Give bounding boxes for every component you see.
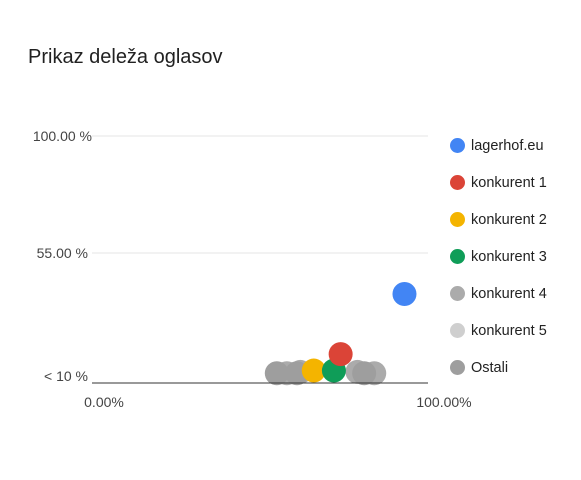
data-point <box>328 342 353 367</box>
data-point <box>352 361 377 386</box>
legend-swatch <box>450 286 465 301</box>
x-tick-label: 100.00% <box>416 394 471 410</box>
data-points <box>264 282 417 386</box>
chart-title: Prikaz deleža oglasov <box>28 46 223 68</box>
legend-swatch <box>450 138 465 153</box>
y-tick-label: 100.00 % <box>33 128 92 144</box>
legend-item[interactable]: konkurent 5 <box>450 312 547 349</box>
legend-swatch <box>450 175 465 190</box>
legend-label: lagerhof.eu <box>471 137 544 154</box>
data-point <box>301 358 326 383</box>
legend-item[interactable]: konkurent 2 <box>450 201 547 238</box>
y-tick-label: 55.00 % <box>37 245 88 261</box>
legend-item[interactable]: lagerhof.eu <box>450 127 547 164</box>
x-tick-label: 0.00% <box>84 394 124 410</box>
legend-swatch <box>450 323 465 338</box>
grid-lines <box>92 135 428 254</box>
legend-label: konkurent 3 <box>471 248 547 265</box>
axis-tick-labels: < 10 % 55.00 % 100.00 % 0.00% 100.00% <box>33 128 472 410</box>
legend-label: konkurent 2 <box>471 211 547 228</box>
legend-swatch <box>450 212 465 227</box>
y-tick-label: < 10 % <box>44 368 88 384</box>
legend-label: konkurent 5 <box>471 322 547 339</box>
legend-label: Ostali <box>471 359 509 376</box>
data-point <box>264 361 289 386</box>
legend-item[interactable]: Ostali <box>450 349 547 386</box>
legend-item[interactable]: konkurent 4 <box>450 275 547 312</box>
legend-swatch <box>450 249 465 264</box>
legend-item[interactable]: konkurent 3 <box>450 238 547 275</box>
legend-label: konkurent 1 <box>471 174 547 191</box>
legend: lagerhof.eu konkurent 1 konkurent 2 konkure… <box>450 127 547 386</box>
legend-label: konkurent 4 <box>471 285 547 302</box>
legend-swatch <box>450 360 465 375</box>
legend-item[interactable]: konkurent 1 <box>450 164 547 201</box>
data-point <box>392 282 417 306</box>
